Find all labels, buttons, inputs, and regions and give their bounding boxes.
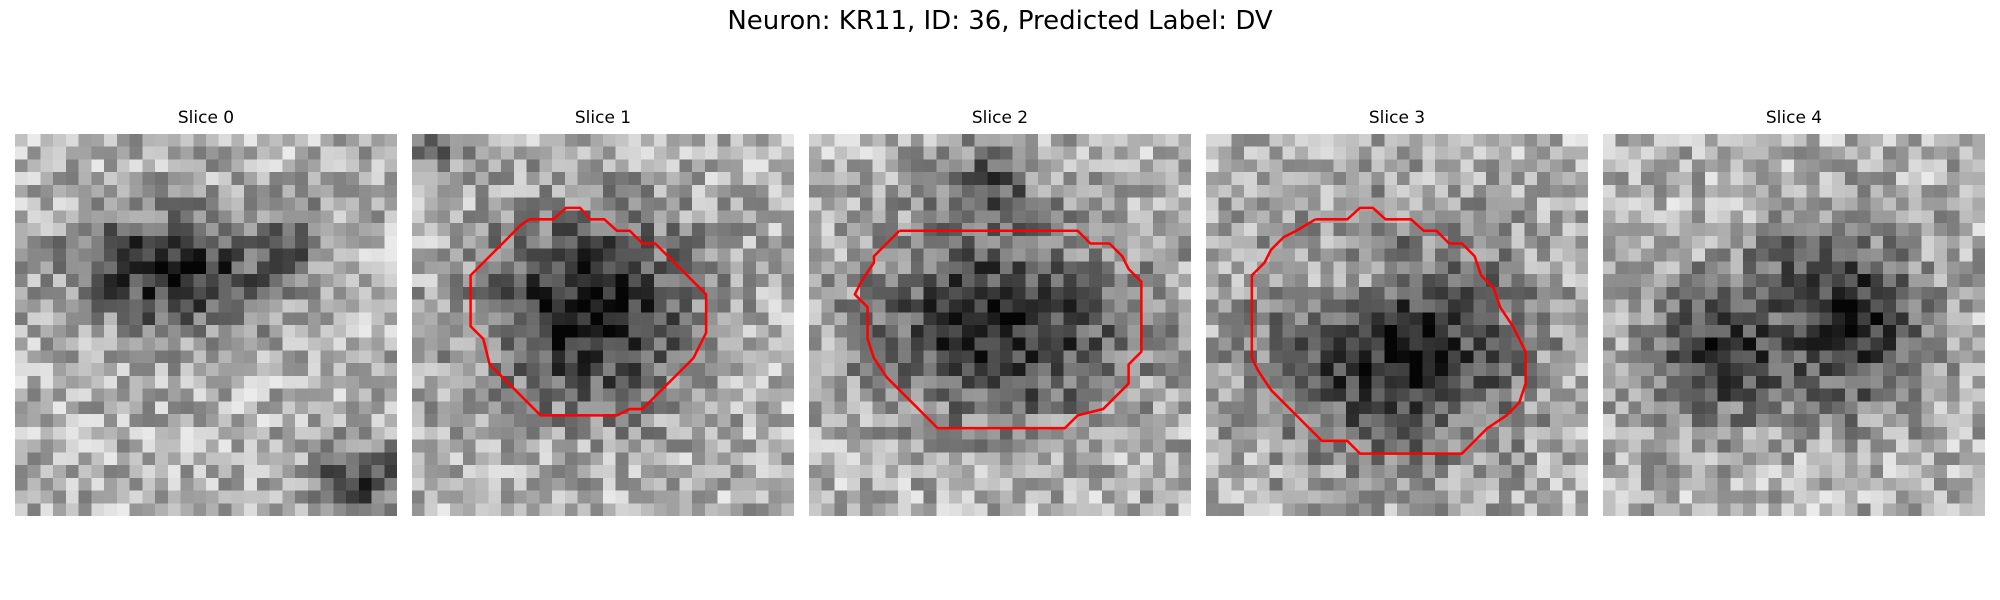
slice-1-image xyxy=(412,134,794,516)
slice-2-title: Slice 2 xyxy=(971,108,1029,128)
slice-4-pixels xyxy=(1603,134,1985,516)
slice-1-title: Slice 1 xyxy=(574,108,632,128)
slice-3-image xyxy=(1206,134,1588,516)
slice-3-pixels xyxy=(1206,134,1588,516)
figure-title: Neuron: KR11, ID: 36, Predicted Label: D… xyxy=(727,6,1273,36)
slice-2-contour xyxy=(853,229,1143,430)
slice-1-pixels xyxy=(412,134,794,516)
slice-4-title: Slice 4 xyxy=(1765,108,1823,128)
slice-2-pixels xyxy=(809,134,1191,516)
slice-3-title: Slice 3 xyxy=(1368,108,1426,128)
slice-2-image xyxy=(809,134,1191,516)
slice-3-contour xyxy=(1250,206,1527,455)
slice-0-pixels xyxy=(15,134,397,516)
slice-0-title: Slice 0 xyxy=(177,108,235,128)
slice-1-contour xyxy=(469,206,708,417)
slice-0-image xyxy=(15,134,397,516)
slice-4-image xyxy=(1603,134,1985,516)
